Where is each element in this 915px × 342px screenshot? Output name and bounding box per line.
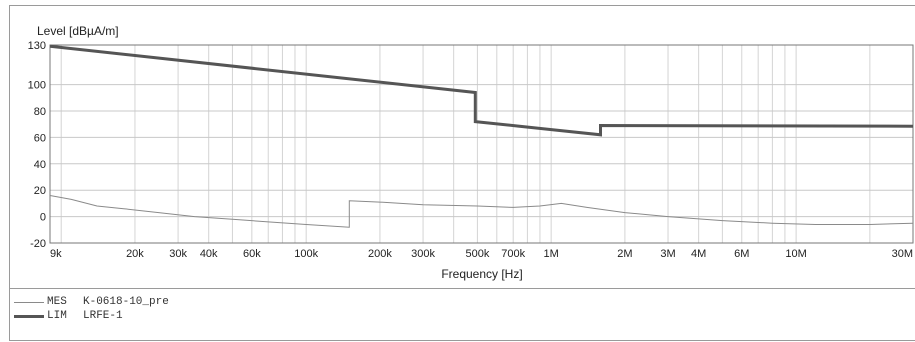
y-tick-label: 0 [40, 212, 46, 224]
series-line-mes [49, 195, 914, 228]
plot-area-border [49, 44, 914, 244]
y-tick-label: -20 [30, 238, 46, 250]
legend-name-lim: LRFE-1 [83, 310, 123, 322]
legend-swatch-lim [14, 315, 44, 318]
legend-divider [9, 288, 915, 289]
series-line-lim [49, 44, 914, 137]
x-axis-label: Frequency [Hz] [441, 267, 522, 281]
x-tick-label: 30k [169, 248, 187, 260]
x-tick-label: 20k [126, 248, 144, 260]
x-tick-label: 30M [892, 248, 913, 260]
y-tick-label: 60 [34, 132, 46, 144]
x-tick-label: 700k [501, 248, 525, 260]
series-group [49, 44, 914, 228]
x-tick-label: 4M [691, 248, 706, 260]
x-tick-label: 60k [243, 248, 261, 260]
y-tick-label: 20 [34, 185, 46, 197]
x-tick-label: 10M [785, 248, 806, 260]
x-tick-label: 500k [465, 248, 489, 260]
x-tick-labels: 9k 20k 30k 40k 60k 100k 200k 300k 500k 700k 1M 2M 3M… [50, 248, 913, 260]
y-tick-label: 130 [28, 40, 46, 52]
x-tick-label: 100k [294, 248, 318, 260]
x-tick-label: 2M [617, 248, 632, 260]
legend-key-mes: MES [47, 296, 67, 308]
y-tick-label: 80 [34, 106, 46, 118]
x-tick-label: 40k [200, 248, 218, 260]
legend-swatch-mes [14, 302, 44, 303]
y-tick-labels: 130 100 80 60 40 20 0 -20 [28, 40, 46, 250]
legend-key-lim: LIM [47, 310, 67, 322]
y-axis-label: Level [dBµA/m] [37, 24, 119, 38]
y-tick-label: 40 [34, 159, 46, 171]
x-tick-label: 200k [368, 248, 392, 260]
x-tick-label: 300k [411, 248, 435, 260]
legend-name-mes: K-0618-10_pre [83, 296, 169, 308]
x-tick-label: 3M [660, 248, 675, 260]
grid [49, 44, 914, 244]
y-tick-label: 100 [28, 80, 46, 92]
x-tick-label: 9k [50, 248, 62, 260]
x-tick-label: 1M [544, 248, 559, 260]
chart-frame [9, 5, 915, 341]
x-tick-label: 6M [734, 248, 749, 260]
